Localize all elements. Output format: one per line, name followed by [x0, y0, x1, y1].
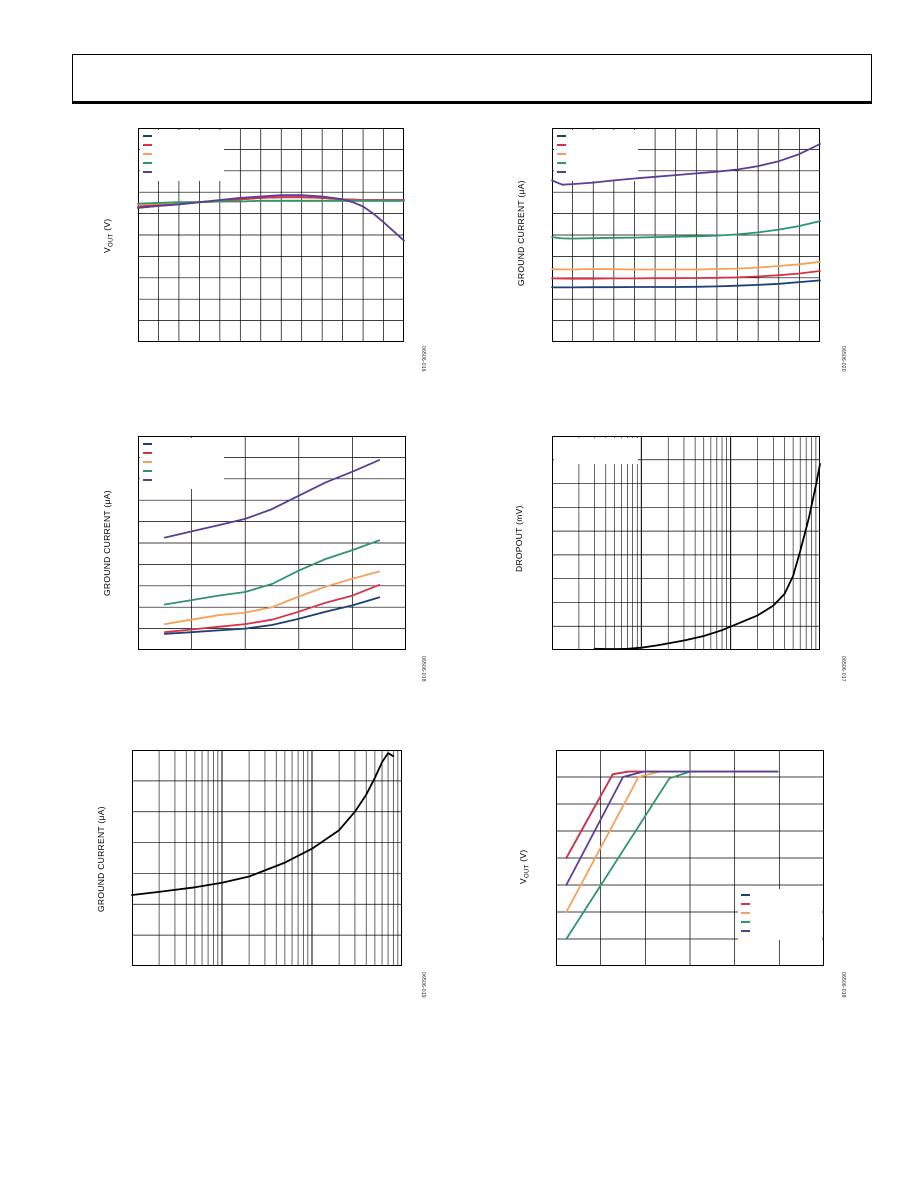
chart-c2-ylabel: GROUND CURRENT (μA) [516, 180, 526, 286]
legend-box [140, 130, 224, 181]
chart-dropout-vs-load [552, 436, 821, 650]
series-line-green [163, 539, 381, 606]
chart-ground-current-temp [138, 436, 406, 650]
chart-c6-figure-id: 06506-018 [840, 972, 846, 998]
chart-ground-current-vs-input [551, 128, 821, 342]
chart-c4-figure-id: 06506-017 [840, 656, 846, 682]
chart-c4-svg [552, 436, 821, 650]
chart-c2-figure-id: 06506-020 [840, 346, 846, 372]
series-line-purple [565, 770, 779, 886]
chart-vout-vs-input-2 [556, 750, 824, 966]
series-line-purple [551, 143, 821, 186]
series-line-purple [137, 194, 405, 242]
legend-box [140, 438, 224, 489]
legend-box [554, 130, 638, 181]
series-line-black [593, 463, 821, 650]
series-line-navy [163, 596, 381, 635]
chart-c1-ylabel: VOUT (V) [102, 218, 115, 253]
chart-c4-ylabel: DROPOUT (mV) [514, 505, 524, 572]
plot-frame [132, 750, 402, 966]
chart-vout-vs-input-1 [137, 128, 405, 342]
series-line-orange [163, 570, 381, 626]
chart-c2-svg [551, 128, 821, 342]
chart-c6-ylabel: VOUT (V) [518, 849, 531, 884]
chart-c5-figure-id: 06506-019 [420, 972, 426, 998]
legend-box [554, 438, 638, 464]
series-line-purple [163, 459, 381, 539]
series-line-orange [551, 260, 821, 271]
series-line-green [137, 199, 405, 205]
chart-c1-figure-id: 06506-016 [420, 346, 426, 372]
chart-ground-current-vs-load [131, 750, 402, 966]
chart-c5-svg [131, 750, 402, 966]
series-line-green [551, 220, 821, 240]
legend-box [738, 889, 822, 940]
series-line-black [131, 752, 395, 896]
plot-frame [552, 436, 820, 650]
series-line-red [163, 583, 381, 634]
chart-c3-ylabel: GROUND CURRENT (μA) [102, 490, 112, 596]
chart-c3-svg [138, 436, 406, 650]
chart-c5-ylabel: GROUND CURRENT (μA) [96, 806, 106, 912]
series-line-navy [551, 279, 821, 289]
chart-c3-figure-id: 06506-018 [420, 656, 426, 682]
page-header-box [72, 54, 872, 104]
chart-c6-svg [556, 750, 824, 966]
chart-c1-svg [137, 128, 405, 342]
series-line-red [551, 270, 821, 280]
